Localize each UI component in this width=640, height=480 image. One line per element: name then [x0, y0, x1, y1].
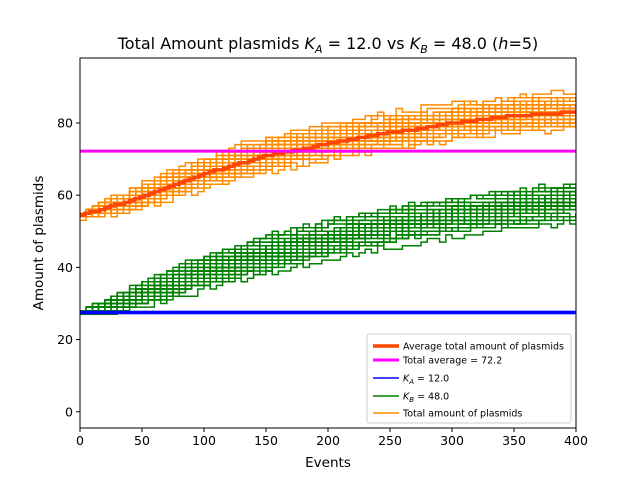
y-tick-label: 60	[57, 188, 73, 203]
y-axis-label: Amount of plasmids	[31, 176, 47, 311]
y-tick-label: 40	[57, 260, 73, 275]
x-tick-label: 150	[254, 433, 278, 448]
k-a-band	[80, 310, 576, 315]
total-amount-run	[80, 115, 576, 214]
total-amount-run	[80, 100, 576, 218]
legend-label-k-a: KA = 12.0	[403, 374, 449, 387]
legend-label-total-amount: Total amount of plasmids	[402, 409, 522, 420]
y-tick-label: 80	[57, 115, 73, 130]
x-tick-label: 100	[192, 433, 216, 448]
y-axis-ticks: 0 20 40 60 80	[57, 115, 80, 419]
k-b-run	[80, 202, 576, 316]
x-tick-label: 0	[76, 433, 84, 448]
legend: Average total amount of plasmids Total a…	[366, 333, 572, 424]
total-amount-run	[80, 104, 576, 214]
x-tick-label: 400	[564, 433, 588, 448]
x-tick-label: 300	[440, 433, 464, 448]
k-b-run	[80, 219, 576, 316]
legend-label-k-b: KB = 48.0	[403, 392, 449, 405]
legend-box	[366, 333, 572, 424]
x-tick-label: 50	[134, 433, 150, 448]
total-amount-run	[80, 118, 576, 218]
legend-label-total-average: Total average = 72.2	[402, 356, 502, 367]
chart-title: Total Amount plasmids KA = 12.0 vs KB = …	[117, 34, 539, 56]
k-b-run	[80, 183, 576, 312]
total-amount-run	[80, 96, 576, 214]
k-b-run	[80, 190, 576, 316]
legend-label-average-total: Average total amount of plasmids	[403, 342, 564, 353]
x-tick-label: 350	[502, 433, 526, 448]
total-amount-runs	[80, 89, 576, 222]
x-tick-label: 200	[316, 433, 340, 448]
y-tick-label: 20	[57, 332, 73, 347]
x-tick-label: 250	[378, 433, 402, 448]
x-axis-label: Events	[305, 455, 351, 471]
y-tick-label: 0	[65, 404, 73, 419]
k-b-runs	[80, 183, 576, 316]
k-b-run	[80, 212, 576, 316]
x-axis-ticks: 0 50 100 150 200 250 300 350 400	[76, 428, 588, 448]
